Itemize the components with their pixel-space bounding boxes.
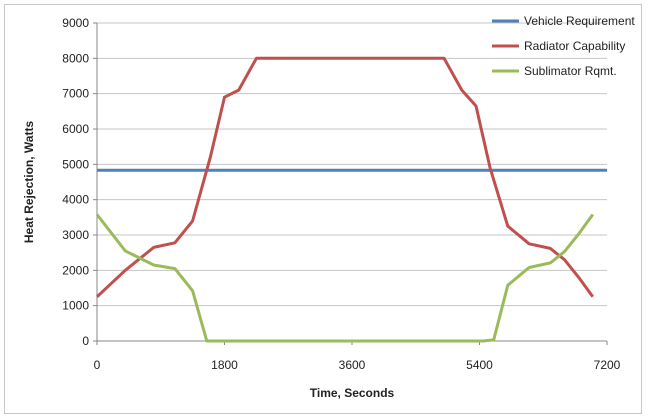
y-tick-label: 8000	[62, 51, 89, 65]
x-tick-label: 3600	[339, 358, 366, 372]
y-tick-label: 0	[82, 334, 89, 348]
legend-label-radiator-capability: Radiator Capability	[524, 39, 625, 53]
chart-frame: 0 1000 2000 3000 4000 5000 6000 7000 8000 9000 0 18…	[4, 4, 642, 414]
series-line-radiator-capability	[95, 56, 595, 298]
y-tick-label: 2000	[62, 263, 89, 277]
y-axis-title: Heat Rejection, Watts	[22, 121, 36, 244]
line-chart: 0 1000 2000 3000 4000 5000 6000 7000 8000 9000 0 18…	[22, 14, 635, 400]
series-line-sublimator-rqmt	[95, 213, 595, 343]
y-tick-label: 5000	[62, 157, 89, 171]
legend-label-sublimator-rqmt: Sublimator Rqmt.	[524, 64, 617, 78]
legend-item-radiator-capability: Radiator Capability	[492, 39, 625, 53]
y-tick-label: 1000	[62, 299, 89, 313]
legend-item-vehicle-requirement: Vehicle Requirement	[492, 14, 635, 28]
legend: Vehicle Requirement Radiator Capability …	[492, 14, 635, 78]
y-tick-label: 4000	[62, 193, 89, 207]
y-tick-label: 6000	[62, 122, 89, 136]
legend-item-sublimator-rqmt: Sublimator Rqmt.	[492, 64, 617, 78]
y-tick-label: 3000	[62, 228, 89, 242]
series-lines	[95, 56, 607, 343]
y-tick-label: 7000	[62, 87, 89, 101]
x-tick-label: 7200	[594, 358, 621, 372]
y-tick-label: 9000	[62, 16, 89, 30]
x-tick-label: 0	[94, 358, 101, 372]
legend-label-vehicle-requirement: Vehicle Requirement	[524, 14, 635, 28]
x-tick-label: 1800	[211, 358, 238, 372]
x-axis-title: Time, Seconds	[310, 386, 395, 400]
tick-labels: 0 1000 2000 3000 4000 5000 6000 7000 8000 9000 0 18…	[62, 16, 620, 372]
x-tick-label: 5400	[466, 358, 493, 372]
